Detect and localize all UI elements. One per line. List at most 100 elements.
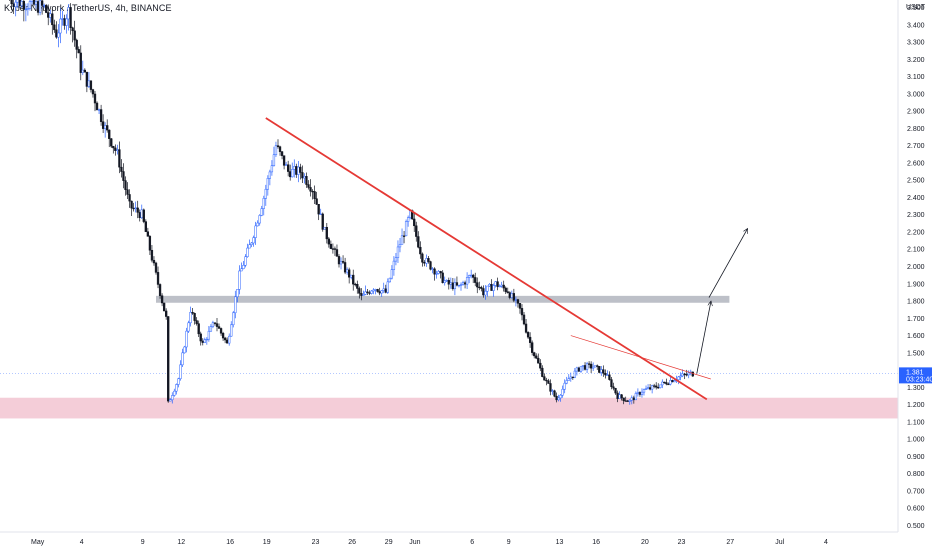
price-tick-label: 1.600 — [907, 333, 925, 340]
time-axis[interactable]: May 4 9 12 16 19 23 26 29 Jun 6 9 13 16 20 23 27 Jul 4 — [0, 531, 932, 550]
candle-body — [205, 338, 208, 341]
candle-body — [457, 284, 461, 287]
drawings-layer — [265, 117, 748, 401]
candle-body — [219, 328, 223, 334]
candle-body — [154, 262, 158, 273]
candle-body — [606, 374, 609, 376]
candle-body — [232, 312, 235, 326]
candle-body — [303, 176, 306, 179]
candle-body — [203, 339, 206, 343]
candle-body — [437, 271, 440, 274]
candle-body — [549, 383, 552, 392]
candle-body — [101, 121, 105, 129]
candle-body — [638, 392, 642, 395]
candle-body — [571, 376, 574, 379]
candle-body — [461, 282, 465, 285]
projection-arrow-1[interactable] — [696, 301, 711, 374]
price-tick-label: 1.800 — [907, 299, 925, 306]
candle-body — [36, 1, 40, 13]
descending-trendline[interactable] — [265, 117, 708, 401]
candle-body — [634, 393, 638, 401]
candle-body — [335, 249, 339, 257]
candle-body — [305, 176, 308, 185]
candle-body — [683, 373, 686, 375]
candle-body — [81, 69, 84, 73]
candle-body — [427, 258, 430, 262]
time-axis-bg — [0, 532, 932, 550]
time-tick-label: 16 — [226, 539, 234, 546]
candle-body — [122, 171, 125, 181]
candle-body — [449, 282, 452, 285]
candle-body — [531, 342, 534, 353]
projection-arrow-2[interactable] — [708, 229, 748, 298]
candle-body — [632, 397, 635, 401]
candle-body — [317, 203, 320, 215]
time-tick-label: 23 — [312, 539, 320, 546]
resistance-zone — [156, 295, 730, 303]
candle-body — [59, 18, 62, 34]
price-tick-label: 2.100 — [907, 247, 925, 254]
candle-body — [319, 213, 322, 215]
candle-body — [337, 256, 341, 265]
candle-body — [413, 218, 416, 227]
candle-body — [272, 154, 276, 166]
candle-body — [10, 0, 13, 4]
candle-body — [75, 39, 78, 50]
candle-body — [551, 390, 554, 392]
candle-body — [663, 381, 666, 384]
candle-body — [650, 385, 654, 390]
candle-body — [274, 145, 278, 155]
candle-body — [209, 326, 213, 332]
candle-body — [69, 7, 72, 28]
candle-body — [315, 198, 318, 205]
candle-body — [38, 0, 42, 13]
price-tick-label: 3.300 — [907, 40, 925, 47]
thin-trendline[interactable] — [570, 335, 711, 380]
candle-body — [244, 256, 247, 266]
candle-body — [20, 1, 23, 7]
candle-body — [169, 399, 172, 402]
candle-body — [295, 166, 298, 175]
candle-body — [307, 184, 310, 188]
candle-body — [665, 382, 668, 385]
candle-body — [453, 282, 457, 290]
candle-body — [193, 313, 196, 321]
candle-body — [642, 389, 646, 393]
candle-body — [291, 169, 294, 178]
candle-body — [348, 269, 351, 278]
candle-body — [350, 274, 353, 278]
candle-body — [360, 293, 363, 296]
candle-body — [217, 326, 221, 329]
candle-body — [630, 397, 633, 401]
time-tick-label: May — [31, 539, 45, 546]
candle-body — [24, 8, 28, 11]
candle-body — [132, 207, 135, 210]
candle-body — [162, 302, 166, 312]
candle-body — [254, 225, 257, 238]
time-tick-label: 29 — [385, 539, 393, 546]
candle-body — [150, 249, 154, 261]
candle-body — [368, 292, 371, 294]
candle-body — [173, 390, 176, 396]
candle-body — [323, 226, 326, 230]
candle-body — [197, 323, 200, 335]
candle-body — [87, 80, 91, 87]
price-tick-label: 1.500 — [907, 350, 925, 357]
candle-body — [73, 30, 76, 41]
candle-body — [382, 288, 385, 291]
candle-body — [185, 330, 188, 348]
candle-body — [93, 93, 97, 104]
candle-body — [659, 384, 662, 388]
last-price-value: 1.381 — [906, 369, 924, 376]
candle-body — [236, 289, 239, 298]
candle-body — [280, 151, 284, 156]
candle-body — [16, 0, 19, 3]
last-price-tag — [899, 367, 932, 384]
candle-body — [490, 283, 493, 291]
candle-body — [533, 352, 536, 357]
price-tick-label: 0.700 — [907, 488, 925, 495]
time-tick-label: 27 — [726, 539, 734, 546]
candle-body — [61, 18, 64, 20]
